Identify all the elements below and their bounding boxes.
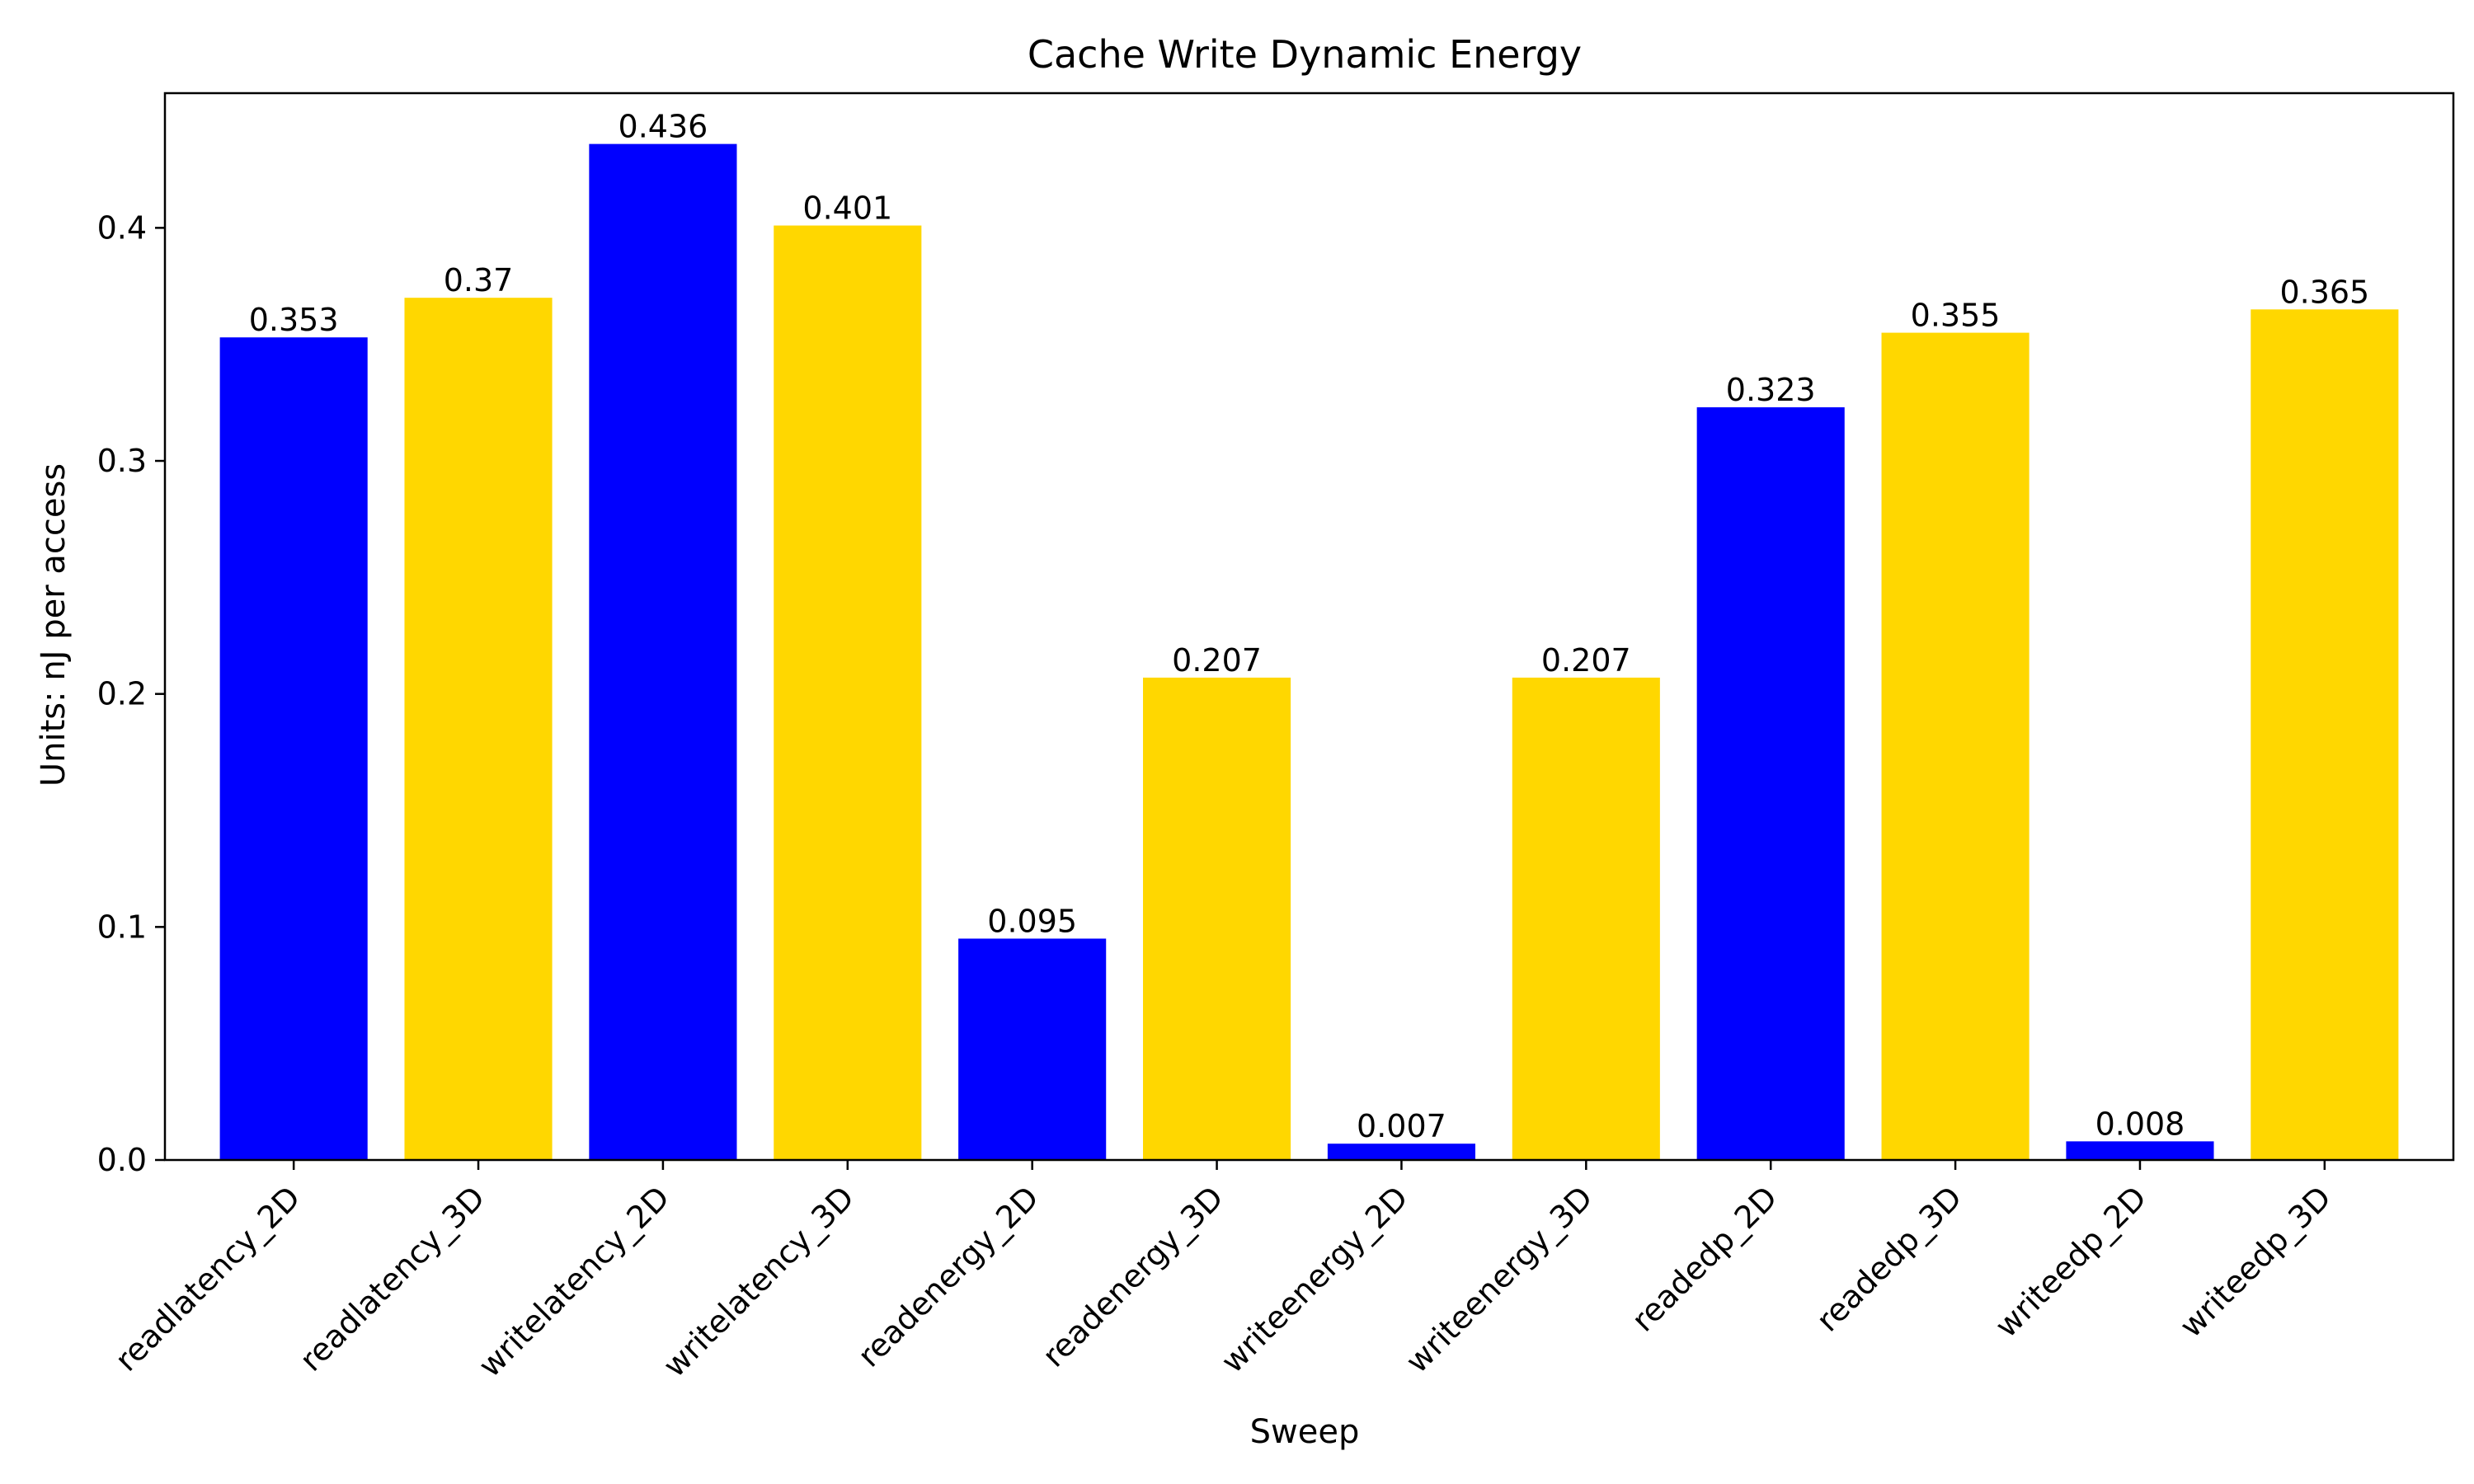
bar-readlatency_3D <box>404 298 553 1160</box>
bar-writeenergy_3D <box>1512 677 1660 1160</box>
y-tick-label: 0.1 <box>97 909 147 945</box>
y-tick-label: 0.0 <box>97 1142 147 1178</box>
x-tick-label-readedp_3D: readedp_3D <box>1809 1179 1968 1338</box>
bar-readlatency_2D <box>219 337 368 1161</box>
bar-writelatency_2D <box>589 143 737 1161</box>
data-label-readedp_3D: 0.355 <box>1911 298 2001 334</box>
bar-readedp_3D <box>1881 332 2030 1160</box>
x-tick-label-writeedp_3D: writeedp_3D <box>2173 1179 2339 1345</box>
x-axis-label: Sweep <box>1250 1413 1360 1451</box>
x-tick-label-readenergy_3D: readenergy_3D <box>1035 1179 1230 1374</box>
x-tick-label-writelatency_2D: writelatency_2D <box>472 1179 677 1384</box>
x-tick-label-writeedp_2D: writeedp_2D <box>1988 1179 2154 1345</box>
plot-frame <box>163 92 2455 1162</box>
data-label-readenergy_3D: 0.207 <box>1172 642 1262 679</box>
bar-writelatency_3D <box>774 225 922 1160</box>
y-tick-label: 0.3 <box>97 443 147 479</box>
x-tick-label-readlatency_3D: readlatency_3D <box>293 1179 492 1378</box>
x-tick-label-readenergy_2D: readenergy_2D <box>851 1179 1046 1374</box>
data-label-writelatency_2D: 0.436 <box>618 109 708 145</box>
data-label-writeedp_3D: 0.365 <box>2279 274 2369 310</box>
bar-writeenergy_2D <box>1327 1144 1475 1160</box>
bar-writeedp_2D <box>2066 1141 2214 1160</box>
data-label-readedp_2D: 0.323 <box>1726 372 1816 408</box>
bar-readenergy_3D <box>1143 677 1291 1160</box>
x-tick-label-readedp_2D: readedp_2D <box>1625 1179 1784 1338</box>
x-tick-label-writeenergy_3D: writeenergy_3D <box>1399 1179 1600 1380</box>
bar-readedp_2D <box>1696 407 1845 1161</box>
data-label-readlatency_2D: 0.353 <box>249 302 339 338</box>
x-axis-ticks: readlatency_2Dreadlatency_3Dwritelatency… <box>108 1160 2338 1384</box>
y-axis-label: Units: nJ per access <box>35 463 73 787</box>
x-tick-label-writeenergy_2D: writeenergy_2D <box>1214 1179 1415 1380</box>
x-tick-label-writelatency_3D: writelatency_3D <box>656 1179 862 1384</box>
chart-title: Cache Write Dynamic Energy <box>1028 32 1582 77</box>
data-labels-layer: 0.353 0.37 0.436 0.401 0.095 0.207 0.007 0.207 0… <box>249 109 2369 1145</box>
data-label-writeedp_2D: 0.008 <box>2095 1106 2185 1142</box>
data-label-writelatency_3D: 0.401 <box>802 190 892 227</box>
bar-writeedp_3D <box>2251 309 2399 1160</box>
data-label-writeenergy_2D: 0.007 <box>1357 1108 1446 1144</box>
data-label-readenergy_2D: 0.095 <box>987 903 1077 939</box>
y-axis-ticks: 0.0 0.1 0.2 0.3 0.4 <box>97 209 165 1178</box>
data-label-writeenergy_3D: 0.207 <box>1541 642 1631 679</box>
y-tick-label: 0.2 <box>97 676 147 712</box>
data-label-readlatency_3D: 0.37 <box>444 262 514 298</box>
bars-layer <box>219 143 2399 1161</box>
bar-readenergy_2D <box>958 938 1107 1160</box>
y-tick-label: 0.4 <box>97 209 147 246</box>
x-tick-label-readlatency_2D: readlatency_2D <box>108 1179 308 1378</box>
